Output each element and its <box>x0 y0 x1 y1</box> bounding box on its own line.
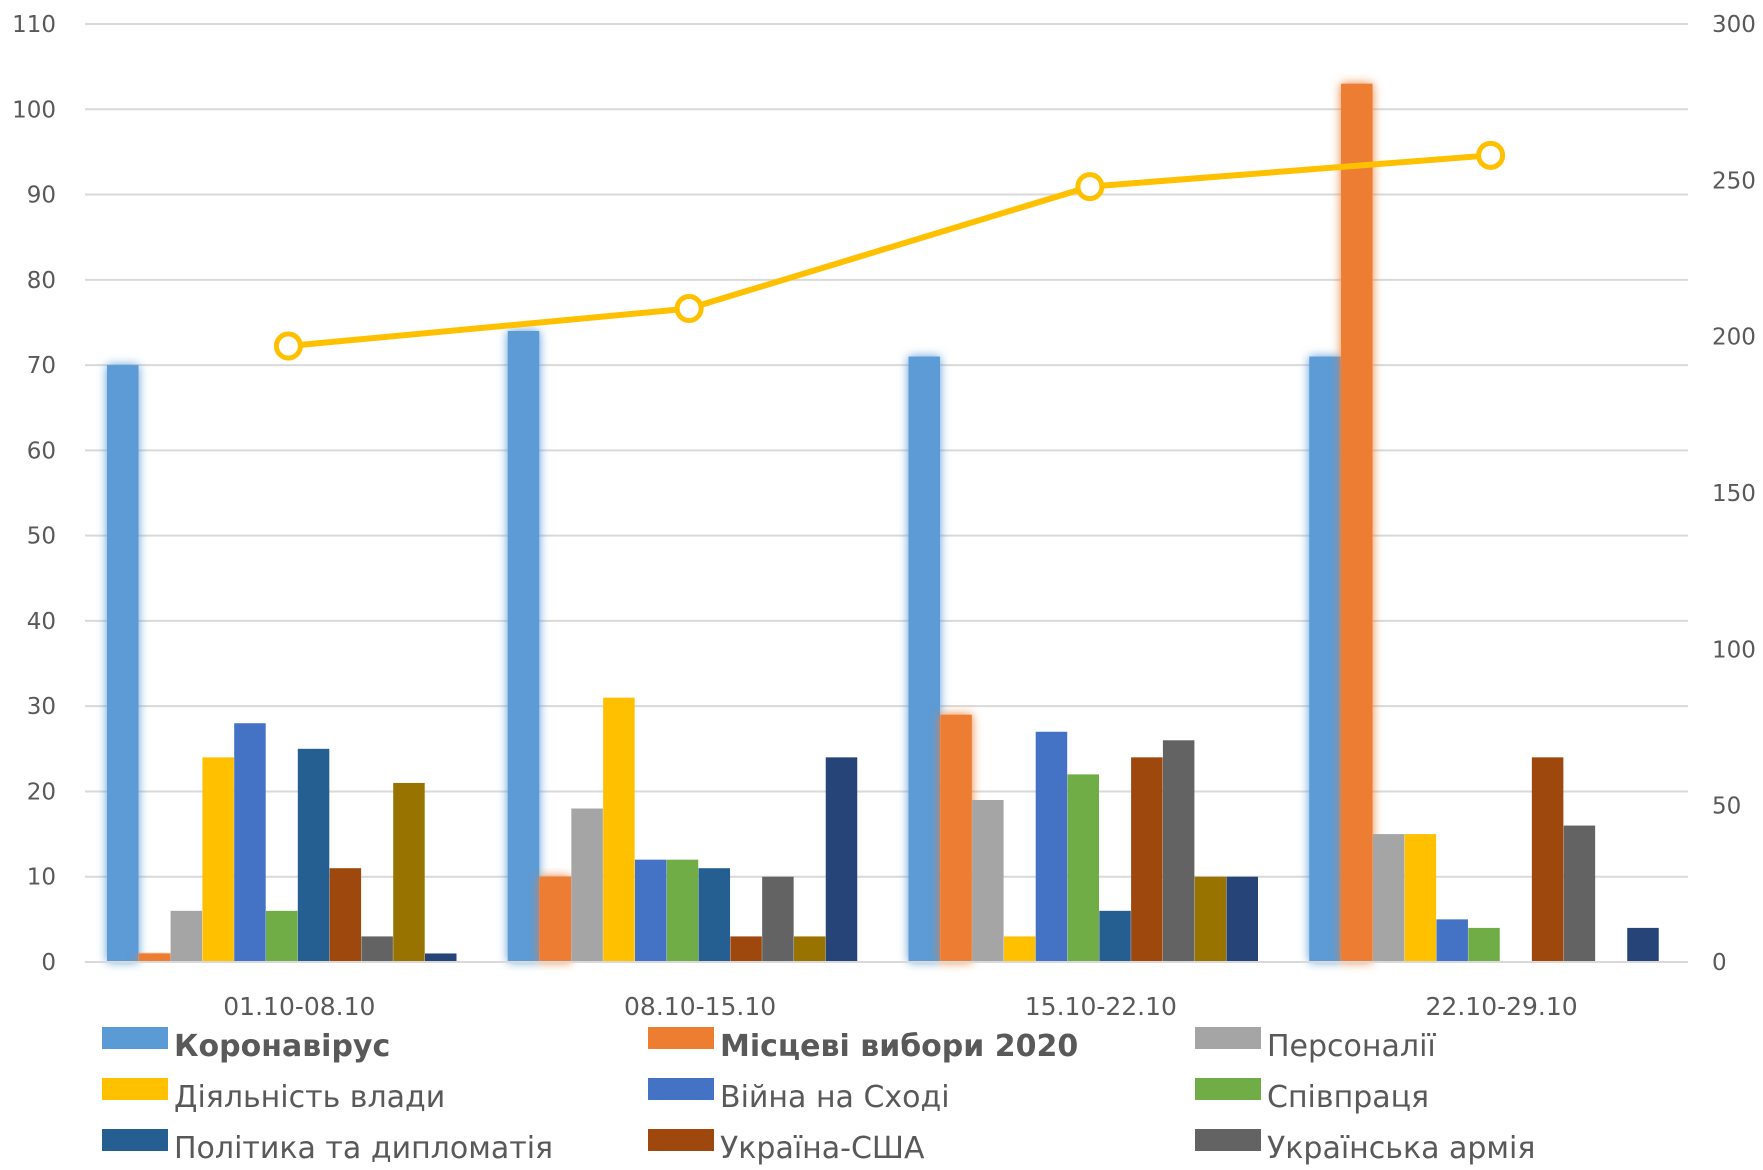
legend-swatch <box>102 1129 168 1151</box>
bar <box>539 876 572 962</box>
bar <box>1531 757 1564 962</box>
category-label: 01.10-08.10 <box>223 992 375 1021</box>
bar <box>793 936 826 962</box>
legend-label: Співпраця <box>1267 1080 1429 1115</box>
legend: Коронавірус Місцеві вибори 2020 Персоналії… <box>102 1027 1535 1166</box>
bar <box>1309 356 1341 963</box>
right-tick-label: 150 <box>1712 481 1756 507</box>
legend-label: Персоналії <box>1267 1029 1436 1064</box>
legend-label: Україна-США <box>720 1131 925 1166</box>
bar <box>170 910 203 962</box>
left-tick-label: 10 <box>27 865 56 891</box>
bar <box>1035 731 1068 962</box>
bar <box>297 748 330 962</box>
left-tick-label: 0 <box>41 950 56 976</box>
category-label: 22.10-29.10 <box>1426 992 1578 1021</box>
bar <box>1563 825 1596 962</box>
line-point <box>273 331 303 361</box>
bar <box>1194 876 1227 962</box>
right-tick-label: 200 <box>1712 325 1756 351</box>
legend-swatch <box>648 1129 714 1151</box>
bar <box>1067 774 1099 962</box>
bar <box>1099 910 1131 962</box>
legend-swatch <box>648 1027 714 1049</box>
bar <box>266 910 298 962</box>
bar <box>825 757 858 962</box>
left-tick-label: 80 <box>27 268 56 294</box>
left-tick-label: 90 <box>27 183 56 209</box>
bar <box>603 697 635 962</box>
line-point <box>1476 140 1506 170</box>
bar <box>730 936 762 962</box>
bar <box>634 859 667 962</box>
right-axis-ticks: 0 50 100 150 200 250 300 <box>1712 12 1756 976</box>
line-series <box>273 140 1506 361</box>
bar <box>1627 927 1659 962</box>
left-tick-label: 110 <box>12 12 56 38</box>
right-tick-label: 100 <box>1712 637 1756 663</box>
bar <box>698 868 731 962</box>
legend-label: Місцеві вибори 2020 <box>720 1029 1078 1064</box>
gridlines <box>85 23 1688 878</box>
bar <box>507 330 540 962</box>
line-point <box>1075 172 1105 202</box>
bar <box>1226 876 1258 962</box>
left-tick-label: 60 <box>27 438 56 464</box>
bar <box>908 356 940 963</box>
left-tick-label: 40 <box>27 609 56 635</box>
legend-swatch <box>648 1078 714 1100</box>
right-tick-label: 0 <box>1712 950 1727 976</box>
legend-label: Коронавірус <box>174 1029 390 1064</box>
legend-label: Українська армія <box>1267 1131 1535 1166</box>
bar <box>1436 919 1468 962</box>
legend-label: Політика та дипломатія <box>174 1131 553 1166</box>
line-point <box>674 294 704 324</box>
bar <box>972 799 1004 962</box>
category-label: 15.10-22.10 <box>1025 992 1177 1021</box>
category-labels: 01.10-08.10 08.10-15.10 15.10-22.10 22.10-2… <box>223 992 1577 1021</box>
left-tick-label: 50 <box>27 524 56 550</box>
bar <box>393 782 425 962</box>
bar <box>666 859 699 962</box>
left-axis-ticks: 0 10 20 30 40 50 60 70 80 90 100 110 <box>12 12 56 976</box>
legend-swatch <box>1195 1078 1261 1100</box>
left-tick-label: 20 <box>27 779 56 805</box>
bar <box>107 365 139 962</box>
right-tick-label: 300 <box>1712 12 1756 38</box>
legend-label: Діяльність влади <box>174 1080 445 1115</box>
bar <box>329 868 362 962</box>
left-tick-label: 70 <box>27 353 56 379</box>
bar <box>1131 757 1163 962</box>
legend-swatch <box>1195 1027 1261 1049</box>
legend-swatch <box>102 1078 168 1100</box>
bar <box>1468 927 1500 962</box>
category-label: 08.10-15.10 <box>624 992 776 1021</box>
bar <box>361 936 393 962</box>
bar <box>138 953 171 962</box>
bar <box>1003 936 1036 962</box>
legend-swatch <box>102 1027 168 1049</box>
bar <box>234 723 266 962</box>
bar <box>425 953 457 962</box>
bar <box>940 714 972 962</box>
bar <box>571 808 603 962</box>
right-tick-label: 50 <box>1712 794 1741 820</box>
bars <box>107 83 1659 963</box>
bar <box>1404 834 1437 962</box>
bar <box>1372 834 1405 962</box>
bar <box>762 876 794 962</box>
legend-swatch <box>1195 1129 1261 1151</box>
bar <box>1162 740 1195 962</box>
left-tick-label: 100 <box>12 97 56 123</box>
right-tick-label: 250 <box>1712 168 1756 194</box>
bar <box>1341 83 1373 962</box>
line-path <box>288 152 1491 350</box>
bar <box>202 757 234 962</box>
left-tick-label: 30 <box>27 694 56 720</box>
legend-label: Війна на Сході <box>720 1080 950 1115</box>
